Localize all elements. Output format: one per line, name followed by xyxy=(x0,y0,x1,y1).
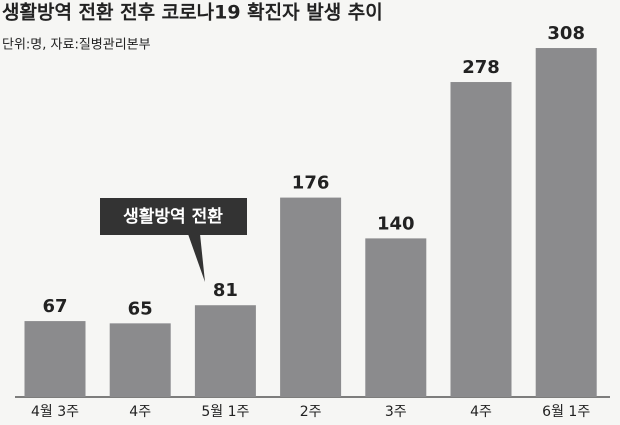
x-tick-label: 6월 1주 xyxy=(542,404,590,420)
value-label: 65 xyxy=(128,298,153,319)
chart-subtitle: 단위:명, 자료:질병관리본부 xyxy=(2,38,151,53)
x-tick-label: 4주 xyxy=(129,404,151,420)
annotation-box xyxy=(100,198,247,235)
annotation-pointer xyxy=(188,234,205,282)
value-label: 278 xyxy=(462,57,500,78)
x-tick-label: 5월 1주 xyxy=(201,404,249,420)
value-label: 140 xyxy=(377,213,415,234)
bar xyxy=(535,48,597,397)
x-tick-label: 4주 xyxy=(470,404,492,420)
x-tick-label: 4월 3주 xyxy=(31,404,79,420)
bar xyxy=(24,321,86,397)
bar xyxy=(450,82,512,397)
bar xyxy=(109,323,171,397)
annotation: 생활방역 전환 xyxy=(123,206,223,227)
value-label: 67 xyxy=(42,296,67,317)
chart-title: 생활방역 전환 전후 코로나19 확진자 발생 추이 xyxy=(2,1,383,24)
x-tick-label: 2주 xyxy=(300,404,322,420)
bar xyxy=(280,197,342,397)
value-label: 176 xyxy=(292,173,330,194)
value-label: 81 xyxy=(213,280,238,301)
bar xyxy=(365,238,427,397)
value-label: 308 xyxy=(547,23,585,44)
x-tick-label: 3주 xyxy=(385,404,407,420)
bar xyxy=(194,305,256,397)
